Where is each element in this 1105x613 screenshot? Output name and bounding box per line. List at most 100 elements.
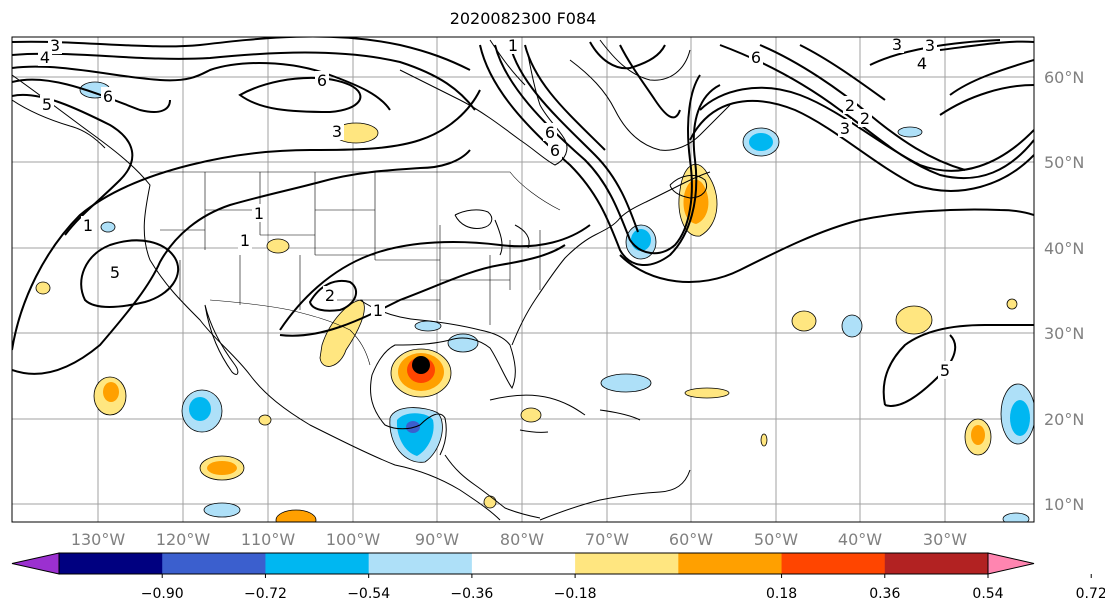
shade-pacific-lightblue-3 <box>100 221 116 233</box>
colorbar-over-arrow <box>987 552 1035 575</box>
contour-label: 6 <box>317 71 327 90</box>
shade-pacific-orange-3 <box>275 509 317 522</box>
contour-label-background <box>108 263 122 281</box>
shade-atlantic-yellow-2 <box>791 310 817 332</box>
contour-label-background <box>371 301 385 319</box>
longitude-label: 100°W <box>326 530 381 549</box>
shade-atlantic-yellow-4 <box>1006 298 1018 310</box>
border-us-canada <box>150 171 561 211</box>
contour-label: 3 <box>50 36 60 55</box>
colorbar-tick-label: 0.18 <box>766 586 797 602</box>
contour-label: 5 <box>940 361 950 380</box>
longitude-label: 110°W <box>241 530 296 549</box>
contour-atl-1-south <box>882 323 1034 406</box>
contour-label-background <box>543 123 557 141</box>
contour-label-background <box>890 37 904 53</box>
coastline-south-america <box>539 469 691 521</box>
shade-atlantic-orange-5 <box>971 425 985 445</box>
contour-label: 5 <box>42 95 52 114</box>
coastline-hispaniola <box>599 409 641 421</box>
contour-label-background <box>238 231 252 249</box>
coastline-alaska <box>12 99 106 149</box>
contour-label: 5 <box>110 263 120 282</box>
coastline-central-america <box>444 454 541 519</box>
colorbar-bin <box>162 553 266 574</box>
coastline-cuba <box>489 394 586 416</box>
contour-label-background <box>323 286 337 304</box>
contour-east-5 <box>589 41 666 70</box>
shade-atlantic-yellow-1 <box>684 387 730 399</box>
contour-nw-4 <box>12 78 171 113</box>
colorbar-bin <box>471 553 576 574</box>
colorbar-bin <box>781 553 886 574</box>
contour-label: 2 <box>860 109 870 128</box>
contour-2-mid <box>279 224 591 331</box>
contour-label: 4 <box>917 54 927 73</box>
colorbar-tick-label: 0.54 <box>972 586 1003 602</box>
latitude-label: 20°N <box>1044 410 1084 429</box>
contour-east-3 <box>509 44 639 233</box>
longitude-label: 30°W <box>923 530 967 549</box>
shade-atlantic-blue-3 <box>1010 400 1030 436</box>
map-frame <box>11 36 1035 523</box>
contour-label-background <box>843 96 857 114</box>
shade-atlantic-yellow-6 <box>760 433 768 447</box>
colorbar-frame <box>58 552 989 575</box>
colorbar-bin <box>884 553 989 574</box>
colorbar-tick-label: 0.36 <box>869 586 900 602</box>
contour-label: 3 <box>892 35 902 54</box>
latitude-label: 30°N <box>1044 324 1084 343</box>
longitude-label: 60°W <box>669 530 713 549</box>
colorbar-bin <box>368 553 473 574</box>
coastlines <box>12 39 731 521</box>
contour-low-texas <box>308 280 358 312</box>
shade-pacific-blue-1 <box>189 397 211 421</box>
coastline-baja <box>204 304 239 375</box>
contour-label: 3 <box>840 119 850 138</box>
shade-atlantic-lightblue-5 <box>897 126 923 138</box>
latitude-label: 40°N <box>1044 239 1084 258</box>
contour-label-background <box>40 95 54 113</box>
coastline-jamaica <box>519 429 549 433</box>
latitude-label: 50°N <box>1044 153 1084 172</box>
shade-atlantic-lightblue-2 <box>841 314 863 338</box>
contour-label-background <box>330 122 344 140</box>
colorbar-tick-label: −0.90 <box>141 586 184 602</box>
contour-label-background <box>749 48 763 66</box>
map-title: 2020082300 F084 <box>449 9 597 28</box>
colorbar-tick-label: −0.54 <box>347 586 390 602</box>
colorbar-tick-label: −0.18 <box>554 586 597 602</box>
contour-atl-1 <box>699 86 1034 172</box>
contour-label-background <box>938 361 952 379</box>
shade-mexico-yellow <box>258 414 272 426</box>
political-borders <box>150 171 561 366</box>
contour-label: 6 <box>103 87 113 106</box>
shade-panama-yellow <box>483 495 497 509</box>
colorbar-bin <box>575 553 679 574</box>
contour-label: 2 <box>845 96 855 115</box>
longitude-label: 90°W <box>415 530 459 549</box>
contour-nw-1 <box>12 37 471 71</box>
shade-atlantic-lightblue-4 <box>1002 512 1030 522</box>
coastline-gulf <box>359 299 516 456</box>
contour-label: 3 <box>925 36 935 55</box>
latitude-labels: 60°N 50°N 40°N 30°N 20°N 10°N <box>1044 68 1084 514</box>
contour-high-hudson <box>238 76 362 114</box>
shade-louisiana-lightblue <box>414 320 442 332</box>
shade-texas-yellow <box>319 299 365 367</box>
coastline-labrador <box>569 59 731 151</box>
longitude-label: 130°W <box>71 530 126 549</box>
contour-1-west <box>12 89 481 351</box>
shade-labrador-blue <box>749 133 773 151</box>
contour-nw-3 <box>12 62 391 111</box>
contour-label-background <box>315 71 329 89</box>
latitude-label: 60°N <box>1044 68 1084 87</box>
contour-atl-low <box>619 208 1034 283</box>
contour-atl-8 <box>939 84 1034 116</box>
longitude-labels: 130°W 120°W 110°W 100°W 90°W 80°W 70°W 60°W 50°W… <box>71 530 967 549</box>
shade-novascotia-blue <box>631 229 651 251</box>
coastline-hudson <box>399 54 568 166</box>
coastline-baffin <box>489 39 526 86</box>
contour-label-background <box>81 216 95 234</box>
